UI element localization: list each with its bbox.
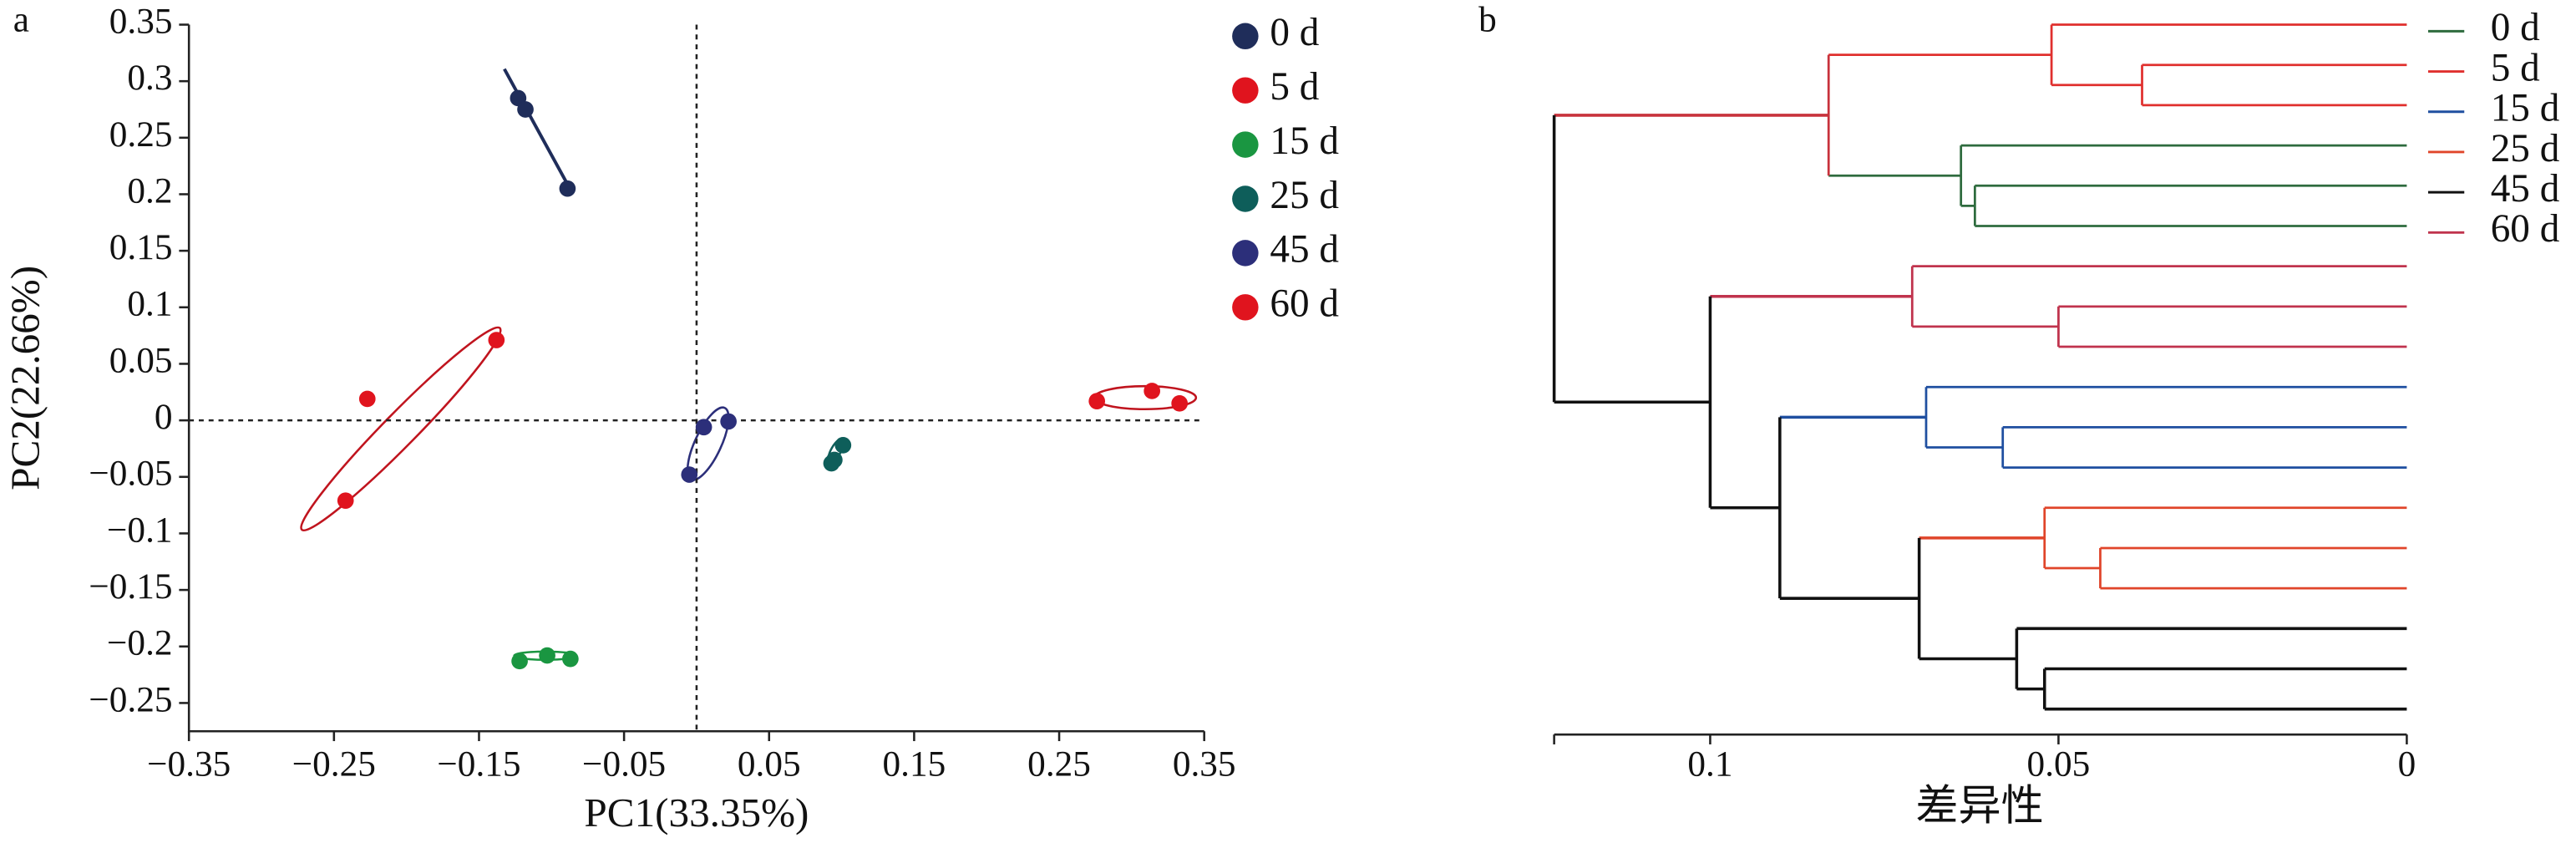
- panel-label: b: [1478, 0, 1497, 39]
- dendrogram-link: [1827, 53, 2052, 177]
- y-tick-label: 0.35: [109, 1, 173, 41]
- point: [358, 390, 376, 408]
- x-tick-label: 0.05: [738, 744, 801, 784]
- y-tick-label: −0.25: [89, 679, 172, 719]
- axis-line: [187, 24, 1204, 733]
- y-tick-label: 0: [155, 397, 173, 437]
- legend-marker: [1232, 77, 1259, 104]
- x-tick-label: 0.35: [1173, 744, 1236, 784]
- y-tick-label: 0.15: [109, 227, 173, 267]
- y-tick-label: 0.2: [127, 170, 172, 211]
- legend-marker: [1232, 185, 1259, 212]
- x-tick-label: −0.15: [437, 744, 520, 784]
- point: [517, 101, 534, 118]
- legend-label: 25 d: [2491, 127, 2560, 170]
- point: [1088, 393, 1106, 409]
- legend-label: 0 d: [1270, 11, 1319, 54]
- point: [681, 466, 698, 483]
- x-axis-label: PC1(33.35%): [584, 790, 809, 835]
- legend-label: 45 d: [1270, 228, 1339, 272]
- point: [488, 332, 505, 348]
- legend-label: 60 d: [1270, 282, 1339, 326]
- x-axis-label: 差异性: [1915, 782, 2043, 830]
- y-tick-label: −0.05: [89, 454, 172, 494]
- x-tick-label: 0.15: [883, 744, 946, 784]
- dendrogram-link: [2099, 546, 2407, 590]
- dendrogram-link: [1778, 415, 1926, 600]
- legend-marker: [1232, 240, 1259, 267]
- point: [823, 455, 840, 472]
- dendrogram-link: [2141, 63, 2407, 107]
- point: [1143, 383, 1161, 399]
- dendrogram-link: [2050, 23, 2407, 87]
- point: [562, 650, 579, 668]
- legend-label: 25 d: [1270, 174, 1339, 217]
- ellipse: [300, 326, 502, 532]
- y-tick-label: −0.2: [107, 623, 172, 663]
- dendrogram-link: [2015, 627, 2407, 691]
- point: [834, 437, 852, 454]
- legend-label: 60 d: [2491, 207, 2560, 251]
- legend-marker: [1232, 23, 1259, 50]
- x-tick-label: 0: [2398, 744, 2416, 784]
- y-axis-label: PC2(22.66%): [3, 266, 48, 490]
- point: [720, 413, 737, 430]
- x-tick-label: −0.35: [147, 744, 231, 784]
- point: [559, 180, 576, 197]
- dendrogram-link: [2001, 426, 2407, 469]
- dendrogram-link: [1708, 295, 1913, 510]
- point: [539, 647, 555, 664]
- dendrogram-link: [2043, 506, 2407, 570]
- ellipse: [503, 68, 572, 190]
- legend-label: 5 d: [1270, 65, 1319, 109]
- dendrogram-link: [1910, 265, 2407, 328]
- x-tick-label: −0.05: [582, 744, 666, 784]
- legend-label: 45 d: [2491, 167, 2560, 211]
- point: [337, 492, 354, 510]
- point: [511, 653, 528, 670]
- ellipses: [300, 68, 1198, 661]
- dendrogram-link: [1917, 536, 2045, 661]
- panel-label: a: [13, 0, 29, 39]
- y-tick-label: 0.1: [127, 284, 172, 324]
- y-tick-label: 0.3: [127, 58, 172, 98]
- dendrogram-link: [2042, 667, 2407, 711]
- legend-marker: [1232, 294, 1259, 321]
- y-tick-label: 0.25: [109, 114, 173, 155]
- y-tick-label: 0.05: [109, 340, 173, 380]
- dendrogram-link: [1552, 114, 1829, 404]
- legend-label: 15 d: [2491, 87, 2560, 130]
- x-tick-label: 0.05: [2027, 744, 2091, 784]
- legend-label: 0 d: [2491, 6, 2540, 49]
- legend-marker: [1232, 131, 1259, 158]
- point: [1171, 394, 1189, 412]
- dendrogram-link: [1960, 144, 2407, 207]
- x-tick-label: −0.25: [292, 744, 376, 784]
- dendrogram-link: [1973, 184, 2407, 227]
- point: [695, 419, 712, 436]
- legend-label: 15 d: [1270, 119, 1339, 163]
- x-tick-label: 0.25: [1027, 744, 1091, 784]
- y-tick-label: −0.1: [107, 510, 172, 550]
- y-tick-label: −0.15: [89, 566, 172, 607]
- dendrogram-link: [1924, 385, 2407, 449]
- legend-label: 5 d: [2491, 46, 2540, 89]
- x-tick-label: 0.1: [1687, 744, 1732, 784]
- dendrogram-link: [2057, 305, 2407, 348]
